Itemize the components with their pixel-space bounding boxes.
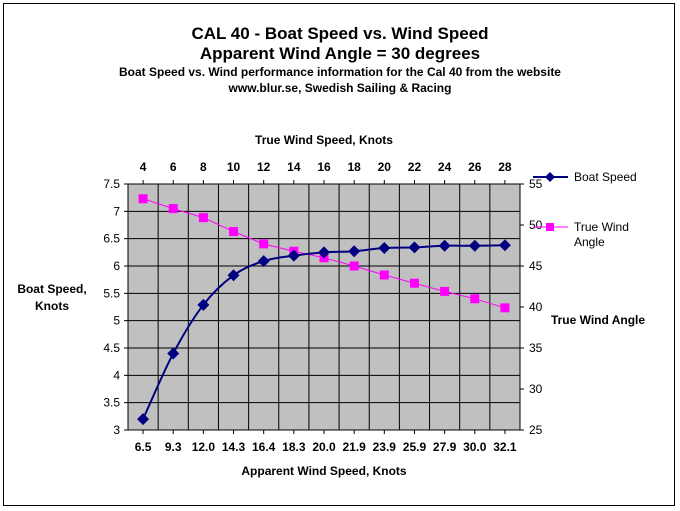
x-tick-label: 6.5: [135, 440, 152, 454]
boat-speed-point: [167, 347, 180, 360]
boat-speed-point: [137, 413, 150, 426]
y-tick-label: 7: [113, 204, 120, 218]
boat-speed-point: [287, 249, 300, 262]
x2-tick-label: 20: [378, 160, 392, 174]
x2-tick-label: 6: [170, 160, 177, 174]
twa-point: [500, 303, 510, 313]
x-tick-label: 25.9: [403, 440, 427, 454]
y-tick-label: 4.5: [103, 341, 120, 355]
y2-tick-label: 35: [529, 341, 543, 355]
x-tick-label: 16.4: [252, 440, 276, 454]
chart-subtitle: Apparent Wind Angle = 30 degrees: [199, 44, 481, 63]
chart-title: CAL 40 - Boat Speed vs. Wind Speed: [191, 24, 489, 43]
boat-speed-point: [257, 255, 270, 268]
boat-speed-point: [408, 241, 421, 254]
x-tick-label: 18.3: [282, 440, 306, 454]
legend-boat-speed-marker: [545, 172, 555, 182]
x2-axis-title: True Wind Speed, Knots: [255, 133, 393, 147]
twa-point: [440, 286, 450, 296]
y-tick-label: 5.5: [103, 286, 120, 300]
twa-point: [168, 204, 178, 214]
boat-speed-point: [378, 241, 391, 254]
twa-point: [259, 239, 269, 249]
y-tick-label: 4: [113, 368, 120, 382]
twa-point: [409, 278, 419, 288]
x2-tick-label: 18: [347, 160, 361, 174]
twa-point: [229, 227, 239, 237]
x-tick-label: 14.3: [222, 440, 246, 454]
y-tick-label: 6: [113, 259, 120, 273]
x-axis-title: Apparent Wind Speed, Knots: [241, 464, 407, 478]
x2-tick-label: 24: [438, 160, 452, 174]
plot-area: [127, 183, 521, 431]
x-tick-label: 30.0: [463, 440, 487, 454]
x2-tick-label: 14: [287, 160, 301, 174]
x2-tick-label: 10: [227, 160, 241, 174]
x-tick-label: 9.3: [165, 440, 182, 454]
twa-point: [349, 261, 359, 271]
boat-speed-point: [318, 246, 330, 259]
boat-speed-point: [348, 245, 361, 258]
y2-tick-label: 40: [529, 300, 543, 314]
y2-axis-title: True Wind Angle: [551, 313, 645, 327]
x2-tick-label: 26: [468, 160, 482, 174]
y-tick-label: 7.5: [103, 177, 120, 191]
x2-tick-label: 4: [140, 160, 147, 174]
y-tick-label: 6.5: [103, 232, 120, 246]
x-tick-label: 12.0: [192, 440, 216, 454]
legend-twa-label-2: Angle: [574, 235, 605, 249]
x2-tick-label: 8: [200, 160, 207, 174]
x-tick-label: 27.9: [433, 440, 457, 454]
x2-tick-label: 16: [317, 160, 331, 174]
x-tick-label: 32.1: [493, 440, 517, 454]
twa-point: [138, 194, 148, 204]
y-tick-label: 3.5: [103, 396, 120, 410]
boat-speed-point: [227, 269, 240, 282]
y-axis-title-line2: Knots: [35, 299, 69, 313]
x-tick-label: 23.9: [373, 440, 397, 454]
boat-speed-point: [197, 298, 210, 311]
legend-twa-label-1: True Wind: [574, 220, 629, 234]
x-tick-label: 21.9: [342, 440, 366, 454]
boat-speed-point: [498, 239, 511, 252]
legend-twa-marker: [546, 223, 554, 231]
boat-speed-point: [468, 239, 481, 252]
y2-tick-label: 45: [529, 259, 543, 273]
y2-tick-label: 50: [529, 218, 543, 232]
y-tick-label: 5: [113, 314, 120, 328]
chart-description-1: Boat Speed vs. Wind performance informat…: [119, 65, 561, 79]
y2-tick-label: 25: [529, 423, 543, 437]
x2-tick-label: 12: [257, 160, 271, 174]
chart-frame: [3, 3, 675, 506]
legend-boat-speed-label: Boat Speed: [574, 170, 637, 184]
chart-description-2: www.blur.se, Swedish Sailing & Racing: [228, 81, 452, 95]
twa-point: [470, 294, 480, 304]
twa-point: [198, 213, 208, 223]
x-tick-label: 20.0: [312, 440, 336, 454]
x2-tick-label: 22: [408, 160, 422, 174]
twa-point: [379, 270, 389, 280]
y-axis-title-line1: Boat Speed,: [17, 282, 86, 296]
y2-tick-label: 30: [529, 382, 543, 396]
boat-speed-point: [438, 239, 451, 252]
y2-tick-label: 55: [529, 177, 543, 191]
x2-tick-label: 28: [498, 160, 512, 174]
y-tick-label: 3: [113, 423, 120, 437]
